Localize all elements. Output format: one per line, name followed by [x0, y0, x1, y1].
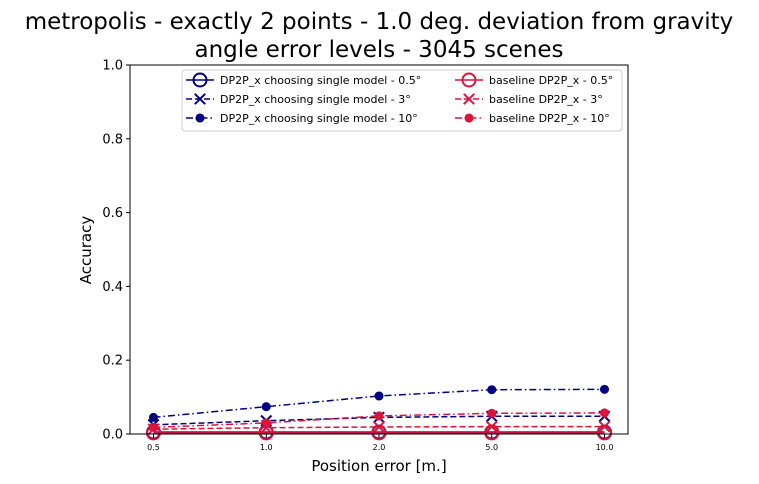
legend-marker — [463, 93, 475, 105]
data-point — [373, 421, 385, 433]
legend-entry: DP2P_x choosing single model - 0.5° — [186, 72, 421, 88]
y-axis-label: Accuracy — [77, 216, 95, 285]
series-2 — [148, 384, 610, 422]
y-tick-label: 0.4 — [102, 280, 123, 295]
chart-title-line-1: metropolis - exactly 2 points - 1.0 deg.… — [25, 9, 734, 35]
y-tick-label: 0.2 — [102, 354, 123, 369]
legend-entry: DP2P_x choosing single model - 10° — [186, 112, 418, 125]
legend-box — [181, 69, 623, 132]
data-point — [487, 408, 497, 418]
data-point — [374, 391, 384, 401]
x-tick-label: 2.0 — [373, 443, 386, 452]
x-axis: 0.5 1.0 2.0 5.0 10.0 — [147, 434, 613, 452]
series-5 — [148, 408, 610, 432]
data-point — [261, 418, 271, 428]
legend-entry: baseline DP2P_x - 0.5° — [455, 72, 613, 88]
x-tick-label: 5.0 — [485, 443, 498, 452]
legend-marker — [464, 113, 474, 123]
data-point — [599, 408, 610, 418]
x-axis-label: Position error [m.] — [311, 457, 446, 475]
legend: DP2P_x choosing single model - 0.5° DP2P_… — [181, 69, 623, 132]
legend-label: baseline DP2P_x - 0.5° — [489, 74, 613, 87]
data-point — [374, 411, 384, 421]
data-point — [485, 420, 498, 433]
legend-label: baseline DP2P_x - 3° — [489, 93, 603, 106]
x-tick-label: 10.0 — [596, 443, 614, 452]
legend-marker — [192, 72, 208, 88]
legend-marker — [461, 72, 477, 88]
data-point — [598, 420, 611, 433]
chart-title-line-2: angle error levels - 3045 scenes — [194, 37, 563, 63]
legend-entry: baseline DP2P_x - 10° — [455, 112, 610, 125]
data-point — [487, 385, 497, 395]
legend-entry: DP2P_x choosing single model - 3° — [186, 93, 411, 106]
series-line — [153, 412, 605, 429]
data-point — [261, 402, 271, 412]
legend-label: baseline DP2P_x - 10° — [489, 112, 610, 125]
y-axis: 0.0 0.2 0.4 0.6 0.8 1.0 — [102, 59, 130, 443]
y-tick-label: 0.0 — [102, 428, 123, 443]
legend-label: DP2P_x choosing single model - 3° — [220, 93, 411, 106]
data-point — [599, 384, 610, 394]
x-tick-label: 1.0 — [260, 443, 273, 452]
legend-entry: baseline DP2P_x - 3° — [455, 93, 603, 106]
legend-marker — [195, 113, 205, 123]
y-tick-label: 1.0 — [102, 59, 123, 74]
y-tick-label: 0.6 — [102, 206, 123, 221]
data-point — [148, 412, 159, 422]
legend-label: DP2P_x choosing single model - 0.5° — [220, 74, 421, 87]
data-point — [148, 422, 159, 432]
legend-marker — [194, 93, 206, 105]
legend-label: DP2P_x choosing single model - 10° — [220, 112, 418, 125]
y-tick-label: 0.8 — [102, 132, 123, 147]
x-tick-label: 0.5 — [147, 443, 160, 452]
series-line — [153, 388, 605, 419]
